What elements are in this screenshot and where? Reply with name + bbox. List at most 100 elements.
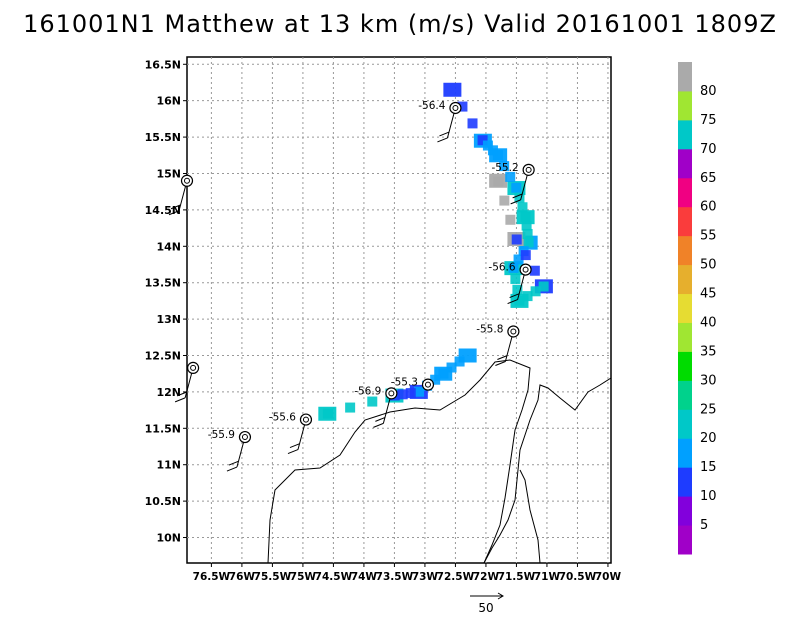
storm-ring [187,361,200,374]
wind-cell [511,234,522,245]
lon-tick-label: 75W [290,571,317,583]
storm-core [510,328,517,335]
storm-pressure-label: -56.6 [488,262,515,274]
coastline [267,359,612,564]
wind-cell [443,82,462,97]
storm-symbol: -55.9 [208,429,252,444]
coastline-path [519,469,541,564]
lon-tick-label: 76W [229,571,256,583]
storm-symbol: -55.2 [491,162,535,176]
colorbar-label: 25 [700,402,717,417]
lat-tick-label: 15.5N [145,131,181,144]
wind-cell [467,118,478,129]
colorbar-label: 60 [700,200,717,215]
wind-cell [530,286,541,297]
lon-tick-label: 76.5W [193,571,231,583]
colorbar-swatch [678,293,692,323]
wind-cell [520,211,531,222]
lon-tick-label: 75.5W [254,571,292,583]
wind-cell [514,295,525,306]
wind-cell [512,284,523,295]
lat-tick-label: 10.5N [145,495,181,508]
wind-cell [523,237,534,248]
lat-tick-label: 14.5N [145,204,181,217]
lat-tick-label: 16.5N [145,58,181,71]
storm-pressure-label: -55.9 [208,429,235,441]
plot-border [186,56,612,564]
colorbar-swatch [678,525,692,555]
plot-area [186,56,612,564]
longitude-ticks: 76.5W76W75.5W75W74.5W74W73.5W73W72.5W72W… [193,563,621,583]
storm-symbol [187,361,200,374]
storm-symbol: -55.6 [269,412,313,426]
storm-core [184,177,190,184]
colorbar-label: 55 [700,229,717,244]
wind-cell [505,214,516,225]
wind-cell [477,135,488,146]
storm-symbol: -55.3 [391,377,435,391]
colorbar-swatch [678,351,692,381]
storm-ring [449,101,462,115]
colorbar-swatch [678,119,692,150]
colorbar-swatch [678,409,692,439]
wind-cell [493,176,504,187]
wind-cell [514,192,525,203]
lat-tick-label: 16N [156,95,181,108]
lon-tick-label: 70.5W [559,571,597,583]
wind-cell [508,262,519,273]
lon-tick-label: 72.5W [437,571,475,583]
colorbar-label: 45 [700,287,717,302]
map-title: 161001N1 Matthew at 13 km (m/s) Valid 20… [23,10,777,38]
lon-tick-label: 71W [534,571,561,583]
wind-cell [522,291,533,302]
colorbar-label: 40 [700,315,717,330]
colorbar-swatch [678,380,692,410]
storm-ring [385,387,398,400]
reference-vector: 50 [470,592,504,615]
wind-cell [345,402,356,413]
lon-tick-label: 74.5W [315,571,353,583]
wind-cell [513,254,524,265]
colorbar-label: 10 [700,489,717,504]
colorbar-label: 15 [700,460,717,475]
lon-tick-label: 74W [351,571,378,583]
storm-core [525,166,532,173]
colorbar-swatch [678,322,692,352]
wind-cell [517,202,528,213]
storm-ring [522,163,535,176]
storm-ring [238,430,252,444]
colorbar-swatch [678,235,692,266]
wind-cell [397,389,408,400]
storm-ring [299,413,313,426]
lat-tick-label: 10N [156,532,181,545]
colorbar-label: 30 [700,373,717,388]
colorbar-swatch [678,148,692,179]
lat-tick-label: 11.5N [145,422,181,435]
coastline-path [483,377,612,564]
storm-symbol [180,174,194,187]
wind-cell [505,171,516,182]
lat-tick-label: 13.5N [145,277,181,290]
storm-core [241,434,248,441]
wind-cell [511,182,522,193]
storm-core [302,416,309,423]
storm-symbol: -56.9 [354,385,398,400]
storm-symbol: -55.8 [476,323,520,338]
colorbar-swatch [678,467,692,497]
colorbar-swatch [678,90,692,121]
lat-tick-label: 15N [156,167,181,180]
storm-ring [421,378,435,391]
wind-cell [405,388,416,399]
storm-ring [519,263,532,276]
wind-cell [367,396,378,407]
colorbar-label: 75 [700,113,717,128]
lon-tick-label: 71.5W [498,571,536,583]
latitude-ticks: 16.5N 16N 15.5N 15N 14.5N 14N 13.5N 13N 12.5N 12N… [145,58,187,545]
lon-tick-label: 73W [412,571,439,583]
wind-cell [487,145,498,156]
colorbar-label: 35 [700,344,717,359]
wind-cell [454,356,465,367]
coastline-path [267,359,531,564]
colorbar-swatch [678,438,692,468]
